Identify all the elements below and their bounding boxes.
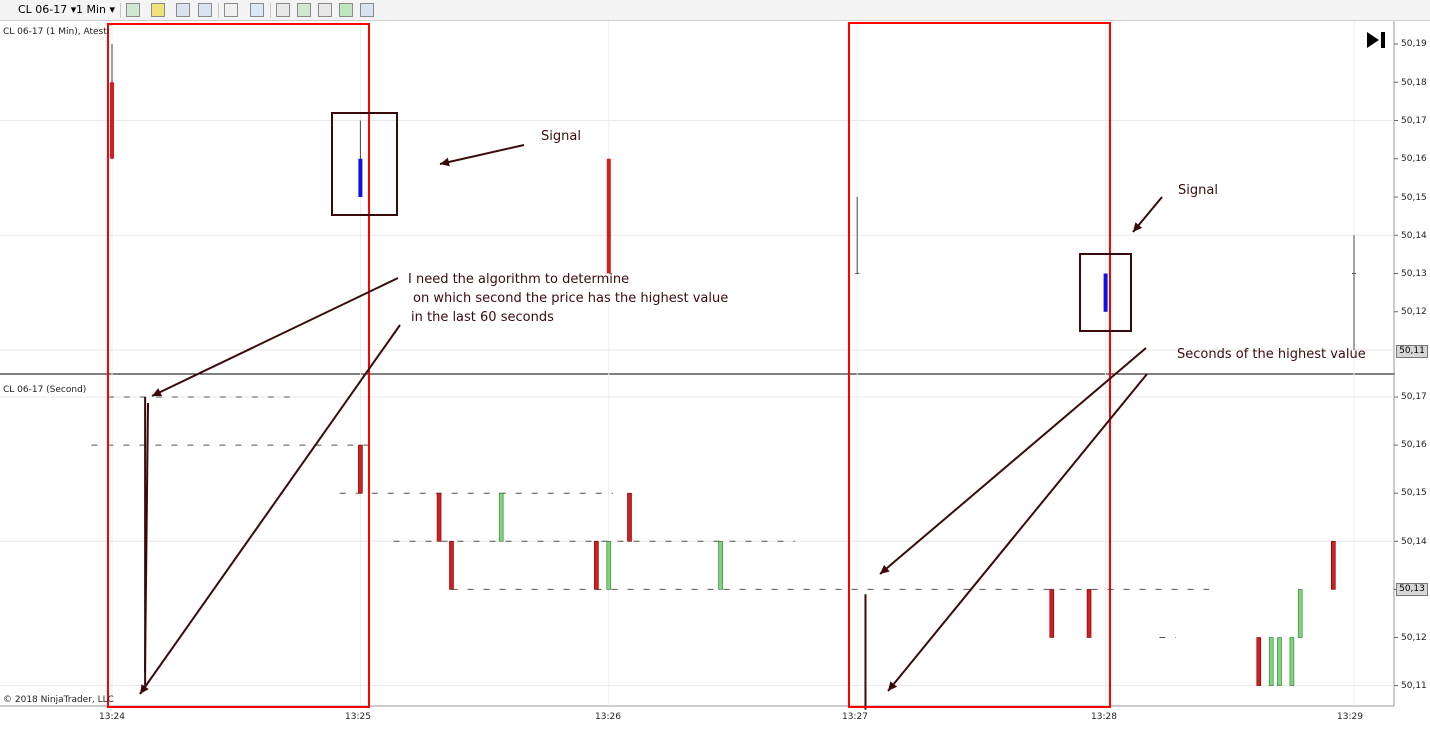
y-tick: 50,11 xyxy=(1401,681,1427,691)
x-tick: 13:29 xyxy=(1337,712,1363,722)
second-bar xyxy=(498,492,504,542)
instrument-label: CL 06-17 xyxy=(18,3,68,16)
arrow-highest-1 xyxy=(151,277,399,397)
instrument-selector[interactable]: CL 06-17 ▾ xyxy=(18,3,77,16)
last-price-tag-bottom: 50,13 xyxy=(1396,583,1428,596)
x-tick: 13:26 xyxy=(595,712,621,722)
arrow-highest-2-head xyxy=(880,564,890,574)
scroll-to-end-icon[interactable] xyxy=(1365,30,1387,50)
algorithm-note-line2: on which second the price has the highes… xyxy=(413,291,729,306)
algorithm-note-line1: I need the algorithm to determine xyxy=(408,272,630,287)
signal-box-2 xyxy=(1079,253,1132,332)
y-tick: 50,12 xyxy=(1401,307,1427,317)
candle-body xyxy=(606,158,611,274)
second-bar xyxy=(1049,589,1055,638)
second-bar xyxy=(1256,637,1262,686)
drawing-pencil-icon[interactable] xyxy=(151,3,165,17)
second-bar xyxy=(718,540,723,590)
signal-box-1 xyxy=(331,112,398,216)
y-tick: 50,14 xyxy=(1401,231,1427,241)
last-price-tag-top: 50,11 xyxy=(1396,345,1428,358)
second-bar xyxy=(1268,637,1274,686)
chart-toolbar: CL 06-17 ▾ 1 Min ▾ xyxy=(0,0,1430,21)
second-bar xyxy=(1331,540,1336,590)
chart-canvas[interactable] xyxy=(0,21,1430,730)
arrow-highest-2 xyxy=(879,347,1147,575)
second-bar xyxy=(594,540,599,590)
second-bar xyxy=(1297,589,1303,638)
second-bar xyxy=(1289,637,1295,686)
y-tick: 50,16 xyxy=(1401,154,1427,164)
cursor-icon[interactable] xyxy=(224,3,238,17)
grid-layer xyxy=(0,21,1398,707)
bottom-panel-label: CL 06-17 (Second) xyxy=(3,385,87,395)
candle-body xyxy=(1103,273,1108,312)
toolbar-separator xyxy=(120,3,121,18)
annotation-layer xyxy=(107,22,1163,708)
image-icon[interactable] xyxy=(318,3,332,17)
arrow-highest-1-head xyxy=(152,388,162,397)
candle-body xyxy=(358,158,363,197)
highest-marker-line xyxy=(144,402,149,673)
arrow-highest-2b xyxy=(887,373,1148,692)
y-tick: 50,17 xyxy=(1401,116,1427,126)
x-tick: 13:24 xyxy=(99,712,125,722)
arrow-highest-1b xyxy=(139,324,401,695)
second-bar xyxy=(627,492,632,542)
signal-label-1: Signal xyxy=(541,129,581,144)
dollar-icon[interactable] xyxy=(339,3,353,17)
signal-label-2: Signal xyxy=(1178,183,1218,198)
strategy-icon[interactable] xyxy=(198,3,212,17)
properties-icon[interactable] xyxy=(360,3,374,17)
y-tick: 50,17 xyxy=(1401,392,1427,402)
second-bar xyxy=(606,540,612,590)
algorithm-note-line3: in the last 60 seconds xyxy=(411,310,554,325)
y-tick: 50,12 xyxy=(1401,633,1427,643)
highlight-box-1 xyxy=(107,23,370,708)
interval-selector[interactable]: 1 Min ▾ xyxy=(76,3,116,16)
second-bar xyxy=(449,540,454,590)
toolbar-separator xyxy=(218,3,219,18)
toolbar-separator xyxy=(270,3,271,18)
top-panel-label: CL 06-17 (1 Min), Atesti xyxy=(3,27,110,37)
y-tick: 50,15 xyxy=(1401,193,1427,203)
y-tick: 50,13 xyxy=(1401,269,1427,279)
indicator-icon[interactable] xyxy=(176,3,190,17)
candle-body xyxy=(110,82,114,159)
x-tick: 13:27 xyxy=(842,712,868,722)
second-bar xyxy=(436,492,442,542)
y-tick: 50,16 xyxy=(1401,440,1427,450)
second-bar xyxy=(1086,589,1092,638)
chart-trader-icon[interactable] xyxy=(297,3,311,17)
arrow-highest-2b-head xyxy=(888,681,898,691)
arrow-highest-1b-head xyxy=(140,684,149,694)
zoom-icon[interactable] xyxy=(250,3,264,17)
arrow-signal-1 xyxy=(439,144,525,165)
interval-label: 1 Min xyxy=(76,3,107,16)
y-tick: 50,14 xyxy=(1401,537,1427,547)
x-tick: 13:28 xyxy=(1091,712,1117,722)
y-tick: 50,18 xyxy=(1401,78,1427,88)
second-bar xyxy=(1277,637,1282,686)
bars-layer xyxy=(91,44,1356,710)
arrow-signal-2-head xyxy=(1133,222,1143,232)
seconds-highest-note: Seconds of the highest value xyxy=(1177,347,1366,362)
copyright-text: © 2018 NinjaTrader, LLC xyxy=(3,695,114,705)
arrow-signal-1-head xyxy=(440,157,450,167)
y-tick: 50,19 xyxy=(1401,39,1427,49)
bar-style-icon[interactable] xyxy=(126,3,140,17)
x-tick: 13:25 xyxy=(345,712,371,722)
second-bar xyxy=(358,444,363,494)
y-tick: 50,15 xyxy=(1401,488,1427,498)
data-box-icon[interactable] xyxy=(276,3,290,17)
highlight-box-2 xyxy=(848,22,1111,708)
